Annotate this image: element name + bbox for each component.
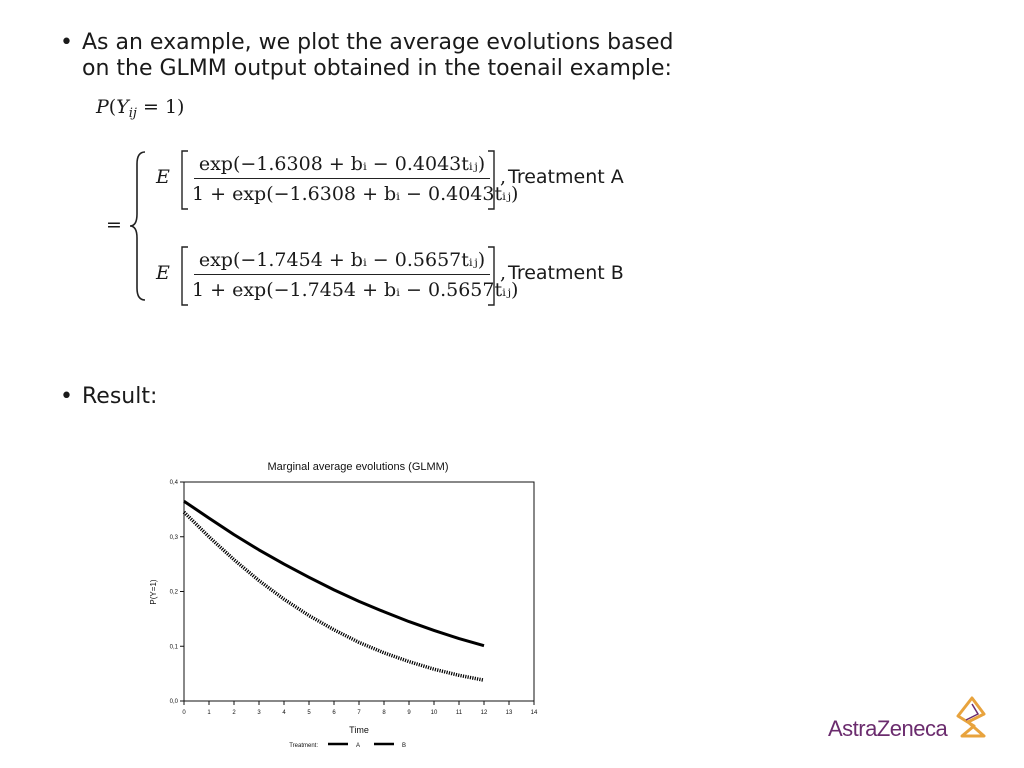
series-group [182,499,485,682]
x-tick-label: 10 [431,710,438,716]
x-axis: 0 1 2 3 4 5 6 7 8 9 10 11 12 13 14 [182,701,538,716]
x-tick-label: 11 [456,710,463,716]
y-tick-label: 0,3 [170,535,179,541]
x-tick-label: 1 [207,710,211,716]
result-label: Result: [82,384,158,409]
plot-frame [183,481,535,702]
y-tick-label: 0,1 [170,644,179,650]
fraction-bar [194,274,490,275]
equals-sign: = [106,214,122,236]
x-tick-label: 8 [382,710,386,716]
expectation-symbol: E [156,262,170,284]
y-tick-label: 0,0 [170,699,179,705]
left-bracket-icon [181,150,188,210]
legend-label-a: A [356,743,360,749]
x-tick-label: 4 [282,710,286,716]
left-brace-icon [129,151,146,301]
x-tick-label: 12 [481,710,488,716]
x-tick-label: 9 [407,710,411,716]
bullet-dot: • [60,30,73,55]
denominator-b: 1 + exp(−1.7454 + bᵢ − 0.5657tᵢⱼ) [192,279,519,301]
y-axis-label: P(Y=1) [149,579,158,604]
right-bracket-icon [488,246,495,306]
y-tick-label: 0,4 [170,480,179,486]
fraction-a: exp(−1.6308 + bᵢ − 0.4043tᵢⱼ) 1 + exp(−1… [192,150,519,207]
probability-expression: P(Yij = 1) [96,96,185,121]
intro-line-1: As an example, we plot the average evolu… [82,30,674,55]
right-bracket-icon [488,150,495,210]
left-bracket-icon [181,246,188,306]
chart-title: Marginal average evolutions (GLMM) [268,461,449,473]
legend-title: Treatment: [289,743,318,749]
legend: Treatment: A B [289,742,406,749]
y-tick-label: 0,2 [170,590,179,596]
x-tick-label: 6 [332,710,336,716]
astrazeneca-logo-icon [956,696,986,738]
x-tick-label: 13 [506,710,513,716]
treatment-b-label: Treatment B [508,262,624,284]
fraction-bar [194,178,490,179]
x-axis-label: Time [349,725,369,735]
numerator-a: exp(−1.6308 + bᵢ − 0.4043tᵢⱼ) [198,153,486,175]
x-tick-label: 0 [182,710,186,716]
legend-label-b: B [402,743,406,749]
fraction-b: exp(−1.7454 + bᵢ − 0.5657tᵢⱼ) 1 + exp(−1… [192,246,519,303]
x-tick-label: 5 [307,710,311,716]
y-axis: 0,0 0,1 0,2 0,3 0,4 [170,480,184,705]
x-tick-label: 14 [531,710,538,716]
series-line-a [183,499,485,648]
x-tick-label: 7 [357,710,361,716]
intro-line-2: on the GLMM output obtained in the toena… [82,56,672,81]
x-tick-label: 3 [257,710,261,716]
expectation-symbol: E [156,166,170,188]
denominator-a: 1 + exp(−1.6308 + bᵢ − 0.4043tᵢⱼ) [192,183,519,205]
treatment-a-label: Treatment A [508,166,624,188]
astrazeneca-logo-text: AstraZeneca [828,716,948,741]
x-tick-label: 2 [232,710,236,716]
numerator-b: exp(−1.7454 + bᵢ − 0.5657tᵢⱼ) [198,249,486,271]
series-line-b [182,510,485,682]
bullet-dot: • [60,384,73,409]
